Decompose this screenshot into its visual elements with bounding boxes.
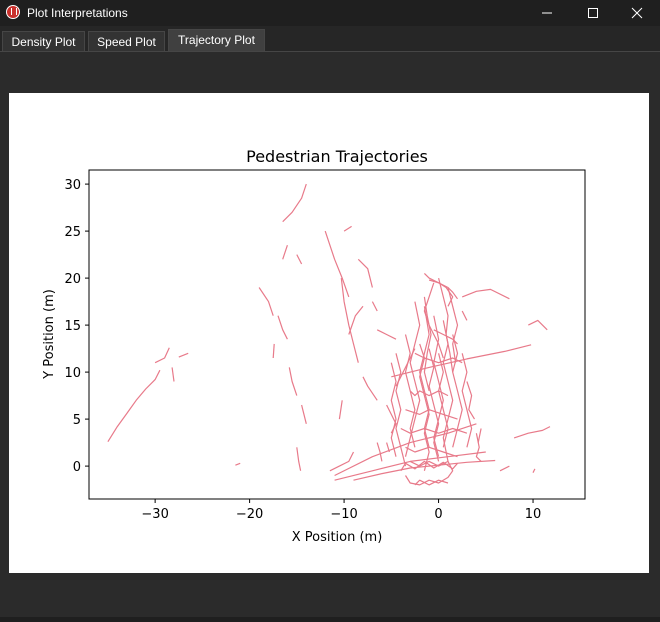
trajectory-series-group	[107, 183, 551, 486]
trajectory-line	[461, 310, 468, 321]
x-tick-label: −10	[330, 507, 357, 522]
tab-speed-plot[interactable]: Speed Plot	[88, 31, 165, 52]
trajectory-line	[296, 254, 303, 265]
trajectory-line	[395, 348, 416, 387]
y-tick-label: 10	[64, 366, 81, 381]
y-tick-label: 5	[73, 413, 81, 428]
plot-canvas: −30 −20 −10 0 10 0 5 10 15 20 25 30 Pedestrian Tra…	[9, 93, 649, 573]
trajectory-line	[499, 465, 510, 472]
trajectory-line	[513, 426, 551, 439]
trajectory-line	[419, 306, 430, 448]
trajectory-line	[475, 433, 482, 462]
minimize-icon	[542, 12, 552, 14]
trajectory-line	[171, 367, 175, 382]
tab-bar: Density Plot Speed Plot Trajectory Plot	[0, 26, 660, 52]
y-tick-label: 25	[64, 225, 81, 240]
x-tick-label: −30	[141, 507, 168, 522]
trajectory-line	[282, 183, 307, 223]
trajectory-line	[107, 369, 161, 443]
trajectory-line	[405, 409, 458, 420]
trajectory-line	[419, 343, 430, 471]
y-tick-label: 0	[73, 460, 81, 475]
trajectory-line	[178, 352, 189, 358]
x-axis-label: X Position (m)	[292, 530, 383, 545]
trajectory-line	[532, 468, 536, 473]
trajectory-line	[376, 442, 383, 462]
trajectory-line	[466, 381, 476, 420]
title-bar: Plot Interpretations	[0, 0, 660, 26]
trajectory-line	[409, 390, 449, 397]
trajectory-line	[301, 404, 307, 424]
trajectory-line	[461, 353, 473, 448]
x-tick-label: 10	[525, 507, 542, 522]
trajectory-chart: −30 −20 −10 0 10 0 5 10 15 20 25 30 Pedestrian Tra…	[42, 147, 586, 545]
x-tick-label: −20	[236, 507, 263, 522]
y-tick-label: 20	[64, 272, 81, 287]
trajectory-line	[296, 447, 302, 471]
y-axis-label: Y Position (m)	[42, 289, 57, 380]
trajectory-line	[395, 353, 407, 467]
y-tick-label: 30	[64, 178, 81, 193]
tab-divider	[0, 51, 660, 52]
trajectory-line	[362, 376, 378, 401]
trajectory-line	[324, 230, 350, 298]
maximize-button[interactable]	[570, 0, 616, 26]
trajectory-line	[528, 319, 548, 331]
trajectory-line	[423, 296, 432, 392]
bottom-border	[0, 617, 660, 622]
trajectory-line	[338, 400, 343, 420]
tab-density-plot[interactable]: Density Plot	[2, 31, 85, 52]
trajectory-line	[414, 352, 463, 364]
minimize-button[interactable]	[524, 0, 570, 26]
x-tick-label: 0	[434, 507, 442, 522]
trajectory-line	[433, 329, 458, 345]
trajectory-line	[405, 446, 458, 458]
trajectory-line	[154, 347, 170, 364]
trajectory-line	[357, 258, 373, 288]
trajectory-line	[235, 462, 241, 466]
trajectory-line	[348, 305, 364, 335]
trajectory-line	[447, 287, 459, 363]
x-axis: −30 −20 −10 0 10	[141, 499, 541, 522]
trajectory-line	[371, 301, 378, 312]
trajectory-line	[428, 348, 440, 462]
app-logo-icon	[6, 5, 20, 19]
chart-title: Pedestrian Trajectories	[246, 147, 428, 166]
tab-trajectory-plot[interactable]: Trajectory Plot	[168, 29, 265, 52]
trajectory-line	[353, 459, 496, 481]
trajectory-line	[390, 362, 397, 457]
trajectory-line	[461, 288, 510, 300]
window-title: Plot Interpretations	[27, 6, 128, 20]
trajectory-line	[391, 344, 532, 378]
trajectory-line	[340, 278, 359, 363]
trajectory-line	[386, 442, 390, 453]
trajectory-line	[288, 367, 298, 396]
trajectory-line	[386, 404, 397, 434]
trajectory-line	[334, 423, 477, 477]
maximize-icon	[588, 8, 598, 18]
trajectory-line	[272, 343, 275, 359]
trajectory-line	[329, 451, 355, 472]
trajectory-line	[343, 225, 352, 232]
trajectory-line	[376, 329, 397, 340]
trajectory-line	[452, 334, 463, 448]
trajectory-line	[282, 245, 288, 260]
close-icon	[631, 7, 643, 19]
close-button[interactable]	[614, 0, 660, 26]
y-axis: 0 5 10 15 20 25 30	[64, 178, 89, 475]
plot-frame	[88, 169, 586, 500]
trajectory-line	[438, 277, 454, 373]
trajectory-line	[277, 315, 288, 340]
trajectory-line	[442, 320, 454, 462]
trajectory-line	[477, 428, 482, 443]
trajectory-line	[414, 479, 449, 486]
trajectory-line	[400, 460, 458, 472]
trajectory-line	[433, 315, 444, 457]
trajectory-line	[258, 287, 274, 316]
trajectory-line	[404, 460, 454, 486]
y-tick-label: 15	[64, 319, 81, 334]
trajectory-line	[404, 301, 421, 457]
trajectory-line	[400, 427, 468, 434]
trajectory-line	[438, 353, 449, 448]
